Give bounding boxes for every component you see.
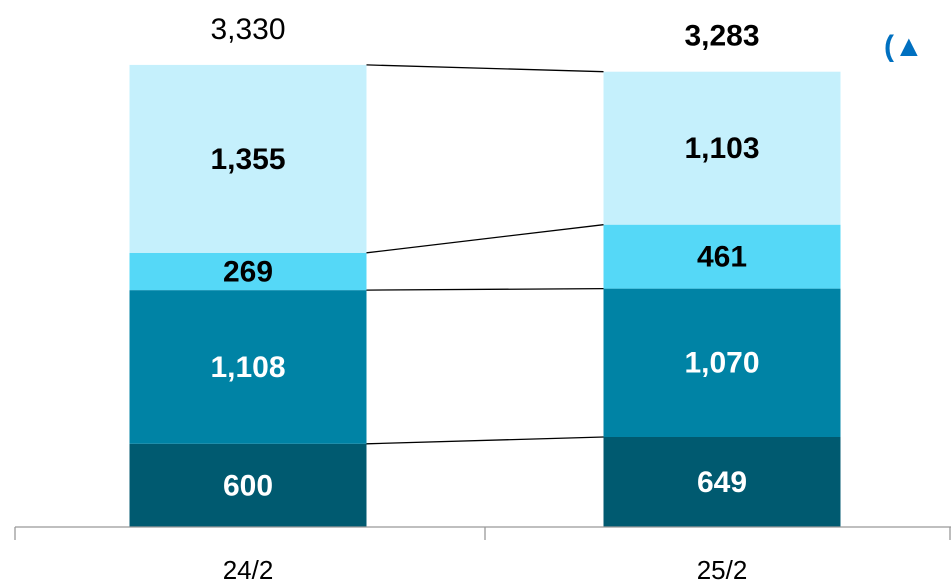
bar-segment bbox=[603, 71, 841, 225]
connector bbox=[366, 436, 604, 445]
data-label: 269 bbox=[223, 255, 273, 288]
bar-segment bbox=[129, 443, 367, 527]
x-tick-label: 24/2 bbox=[223, 555, 274, 585]
bar-segment bbox=[603, 436, 841, 527]
annotation: (▲ bbox=[884, 30, 924, 63]
connector bbox=[366, 287, 604, 291]
bar-segment bbox=[129, 290, 367, 444]
data-label: 1,070 bbox=[684, 347, 759, 380]
bar-segment bbox=[129, 64, 367, 253]
bar-segment bbox=[603, 224, 841, 289]
data-label: 1,355 bbox=[210, 143, 285, 176]
total-label: 3,283 bbox=[684, 20, 759, 53]
bar-segment bbox=[603, 288, 841, 437]
data-label: 1,103 bbox=[684, 132, 759, 165]
data-label: 600 bbox=[223, 469, 273, 502]
data-label: 649 bbox=[697, 466, 747, 499]
x-tick-label: 25/2 bbox=[697, 555, 748, 585]
connector bbox=[366, 224, 604, 254]
connector bbox=[366, 64, 604, 73]
data-label: 461 bbox=[697, 241, 747, 274]
total-label: 3,330 bbox=[210, 13, 285, 46]
bar-segment bbox=[129, 252, 367, 291]
data-label: 1,108 bbox=[210, 351, 285, 384]
